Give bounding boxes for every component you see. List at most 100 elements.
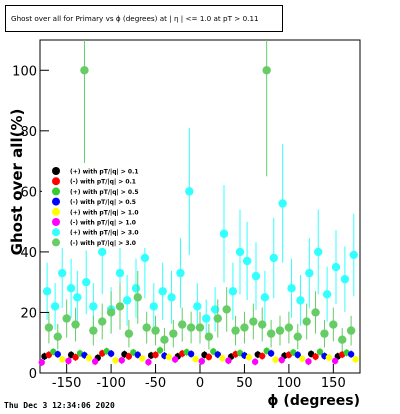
data-point <box>122 296 132 305</box>
data-point <box>38 359 45 366</box>
data-point <box>98 247 107 257</box>
data-point <box>267 350 275 357</box>
y-tick-label: 100 <box>12 64 37 79</box>
data-point <box>316 348 324 356</box>
data-point <box>73 293 82 302</box>
data-point <box>106 308 116 317</box>
data-point <box>320 329 329 338</box>
data-point <box>293 332 302 341</box>
data-point <box>118 357 125 364</box>
legend-marker <box>52 167 60 175</box>
legend-label: (+) with pT/|q| > 3.0 <box>70 230 139 237</box>
data-point <box>124 329 134 338</box>
data-point <box>249 317 258 326</box>
data-point <box>65 357 72 365</box>
data-point <box>66 284 76 293</box>
y-tick-label: 80 <box>20 125 37 140</box>
data-point <box>294 351 301 359</box>
data-point <box>204 332 214 341</box>
data-point <box>107 350 115 357</box>
data-point <box>42 287 52 296</box>
x-tick-label: 100 <box>276 376 301 391</box>
data-point <box>89 302 98 311</box>
data-point <box>156 347 164 354</box>
legend-label: (+) with pT/|q| > 0.5 <box>70 189 139 196</box>
data-point <box>305 268 314 278</box>
data-point <box>331 262 341 272</box>
data-point <box>58 268 67 278</box>
data-point <box>278 356 285 364</box>
data-point <box>133 293 142 302</box>
data-point <box>139 355 146 362</box>
legend-marker <box>52 187 60 196</box>
legend-label: (+) with pT/|q| > 1.0 <box>70 209 139 216</box>
data-point <box>149 302 158 311</box>
legend-marker <box>52 177 60 186</box>
data-point <box>125 353 133 360</box>
data-point <box>112 357 119 364</box>
legend-marker <box>52 207 60 216</box>
data-point <box>178 320 187 329</box>
data-marks <box>38 40 359 367</box>
data-point <box>142 323 151 332</box>
data-point <box>210 305 220 314</box>
data-point <box>225 357 232 364</box>
data-point <box>347 351 355 358</box>
data-point <box>169 329 178 338</box>
legend-label: (-) with pT/|q| > 0.5 <box>70 199 136 206</box>
data-point <box>53 332 62 341</box>
data-point <box>262 66 271 75</box>
data-point <box>269 253 278 263</box>
data-point <box>171 356 179 363</box>
data-point <box>340 274 350 284</box>
data-point <box>115 268 125 278</box>
data-point <box>192 355 199 363</box>
x-tick-label: 150 <box>321 376 346 391</box>
data-point <box>231 326 240 335</box>
data-point <box>228 287 238 296</box>
data-point <box>259 352 266 360</box>
data-point <box>322 290 332 299</box>
data-point <box>44 323 54 332</box>
legend-marker <box>52 228 60 237</box>
data-point <box>299 355 306 362</box>
data-point <box>50 302 60 311</box>
data-point <box>185 187 194 196</box>
data-point <box>305 358 312 365</box>
data-point <box>235 247 245 257</box>
data-point <box>152 351 159 359</box>
legend-label: (-) with pT/|q| > 1.0 <box>70 220 136 227</box>
data-point <box>202 314 211 323</box>
data-point <box>80 66 89 75</box>
data-point <box>62 314 71 323</box>
data-point <box>195 323 205 332</box>
data-point <box>98 317 107 326</box>
data-point <box>213 314 222 323</box>
data-point <box>314 247 323 257</box>
x-tick-label: 0 <box>196 376 204 391</box>
data-point <box>266 329 276 338</box>
legend-marker <box>52 218 60 226</box>
data-point <box>329 320 338 329</box>
y-tick-label: 40 <box>20 246 37 261</box>
x-tick-label: -150 <box>52 376 82 391</box>
x-tick-label: -100 <box>96 376 126 391</box>
data-point <box>89 326 98 335</box>
x-tick-label: 50 <box>236 376 253 391</box>
data-point <box>219 229 229 238</box>
timestamp-footer: Thu Dec 3 12:34:06 2020 <box>4 401 115 410</box>
data-point <box>352 356 359 363</box>
axis-ticks: -150 -100 -50 0 50 100 150 0 20 40 60 80 100 <box>12 64 346 391</box>
data-point <box>145 358 152 366</box>
data-point <box>82 277 91 287</box>
data-point <box>186 323 196 332</box>
data-point <box>193 302 202 311</box>
y-tick-label: 20 <box>20 306 37 321</box>
data-point <box>91 358 99 365</box>
data-point <box>349 250 358 260</box>
x-axis-label: ϕ (degrees) <box>267 393 360 409</box>
data-point <box>296 296 305 305</box>
y-axis-label: Ghost over all(%) <box>8 109 26 256</box>
data-point <box>260 293 270 302</box>
